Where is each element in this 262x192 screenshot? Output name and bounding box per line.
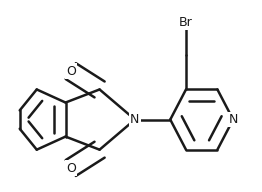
Text: Br: Br — [179, 16, 193, 29]
Text: N: N — [228, 113, 238, 126]
Text: N: N — [130, 113, 140, 126]
Text: O: O — [66, 161, 76, 175]
Text: O: O — [66, 65, 76, 78]
